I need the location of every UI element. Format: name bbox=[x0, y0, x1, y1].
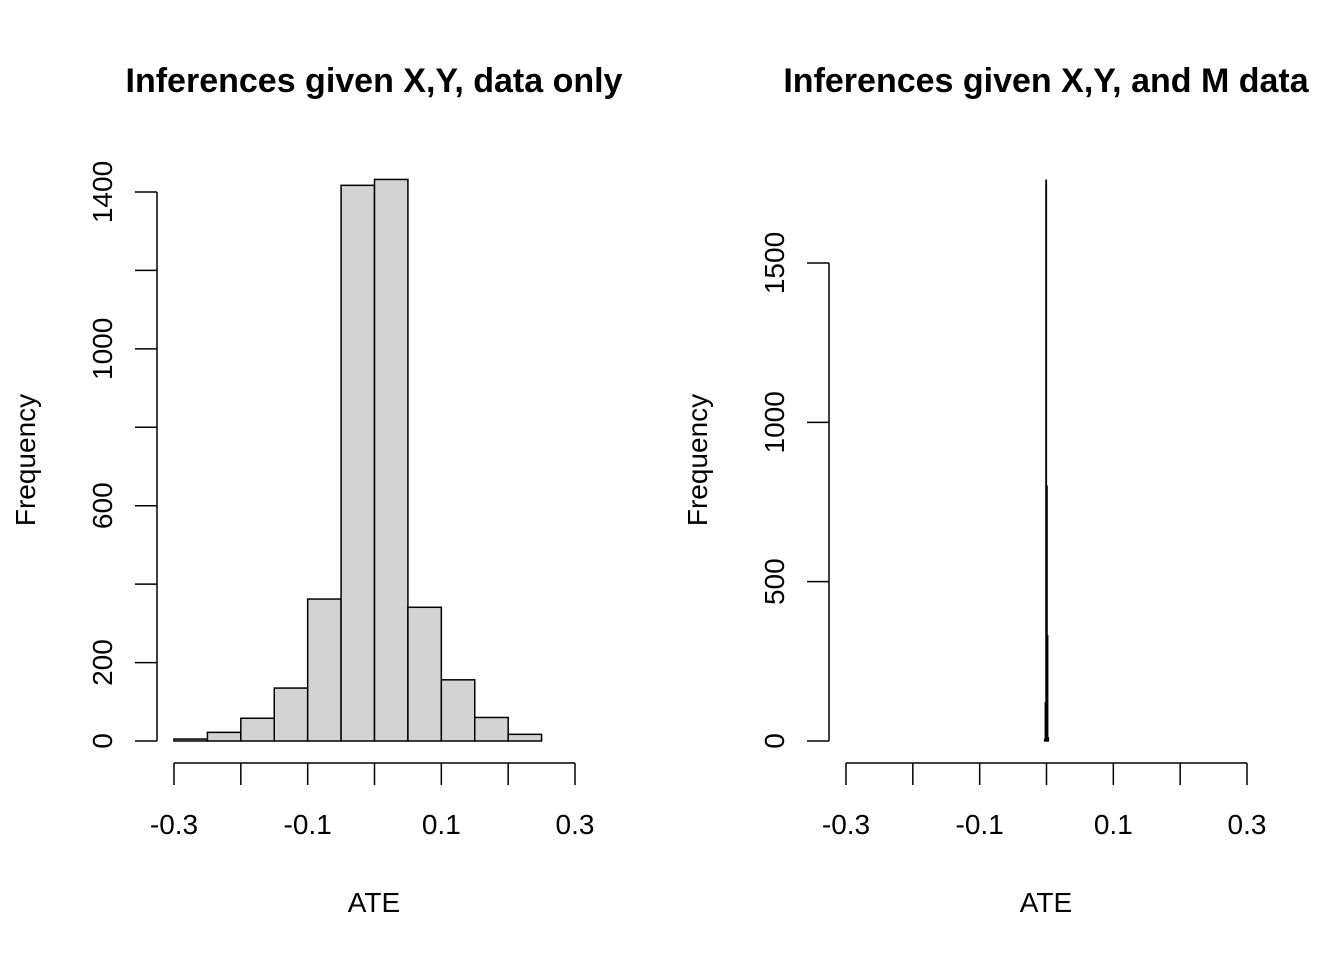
y-tick-label: 200 bbox=[87, 639, 118, 686]
x-axis-label-right: ATE bbox=[1020, 887, 1072, 918]
histogram-bar bbox=[373, 178, 409, 742]
histogram-bar bbox=[206, 731, 242, 742]
x-tick-label: -0.1 bbox=[284, 809, 332, 840]
histogram-bar bbox=[240, 717, 275, 742]
y-axis-right: 0 500 1000 1500 bbox=[759, 232, 830, 749]
y-tick-label: 1000 bbox=[759, 391, 790, 453]
histogram-bar bbox=[474, 716, 509, 742]
histogram-bar bbox=[1046, 635, 1049, 742]
histogram-bar bbox=[440, 679, 476, 742]
bars-left bbox=[173, 178, 543, 742]
bars-right bbox=[1043, 179, 1050, 742]
x-tick-label: 0.1 bbox=[1094, 809, 1133, 840]
y-tick-label: 1500 bbox=[759, 232, 790, 294]
histogram-bar bbox=[273, 687, 309, 742]
x-axis-left: -0.3 -0.1 0.1 0.3 bbox=[150, 762, 595, 840]
y-tick-label: 0 bbox=[759, 733, 790, 749]
chart-title-left: Inferences given X,Y, data only bbox=[126, 62, 623, 100]
y-tick-label: 600 bbox=[87, 482, 118, 529]
y-tick-label: 1000 bbox=[87, 318, 118, 380]
y-tick-label: 0 bbox=[87, 733, 118, 749]
histogram-bar bbox=[173, 738, 209, 742]
histogram-bar bbox=[340, 184, 376, 742]
panel-right: Inferences given X,Y, and M data -0.3 -0.… bbox=[682, 62, 1310, 918]
x-tick-label: 0.3 bbox=[1228, 809, 1267, 840]
panel-left: Inferences given X,Y, data only -0.3 -0.1… bbox=[10, 62, 623, 918]
y-axis-label-left: Frequency bbox=[10, 394, 41, 526]
x-tick-label: -0.3 bbox=[150, 809, 198, 840]
histogram-bar bbox=[306, 598, 342, 742]
histogram-bar bbox=[1047, 737, 1050, 742]
x-axis-right: -0.3 -0.1 0.1 0.3 bbox=[822, 762, 1267, 840]
histogram-bar bbox=[407, 606, 443, 742]
x-tick-label: -0.3 bbox=[822, 809, 870, 840]
x-tick-label: 0.3 bbox=[556, 809, 595, 840]
chart-title-right: Inferences given X,Y, and M data bbox=[783, 62, 1309, 100]
x-tick-label: 0.1 bbox=[422, 809, 461, 840]
x-axis-label-left: ATE bbox=[348, 887, 400, 918]
y-axis-label-right: Frequency bbox=[682, 394, 713, 526]
x-tick-label: -0.1 bbox=[956, 809, 1004, 840]
y-tick-label: 1400 bbox=[87, 161, 118, 223]
y-tick-label: 500 bbox=[759, 558, 790, 605]
histogram-bar bbox=[507, 733, 543, 742]
y-axis-left: 0 200 600 1000 1400 bbox=[87, 161, 158, 749]
